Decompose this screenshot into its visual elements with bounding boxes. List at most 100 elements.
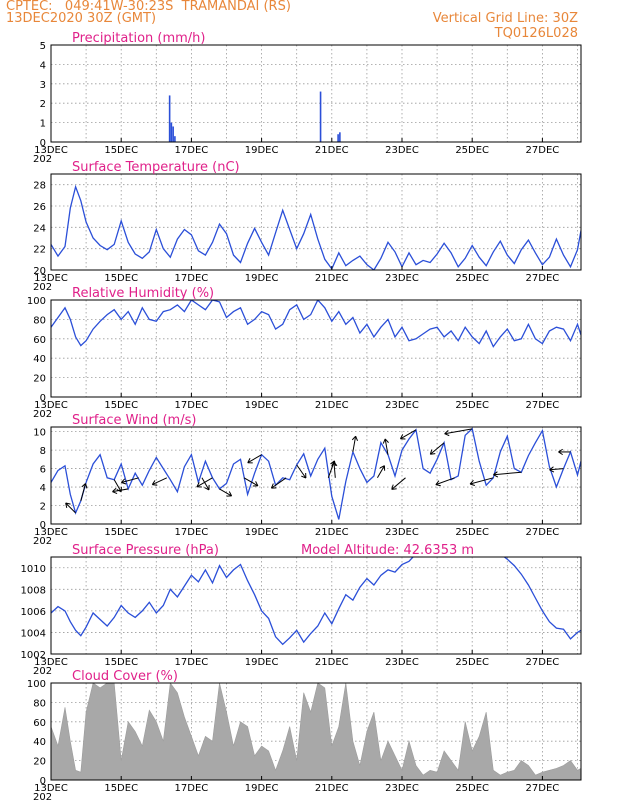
wind-arrow-head [558, 448, 563, 456]
temp-title: Surface Temperature (nC) [72, 160, 240, 175]
rh-date-label: 15DEC [104, 400, 138, 411]
wind-arrow-shaft [391, 477, 406, 490]
precip-bar [174, 136, 176, 142]
wind-date-label: 19DEC [245, 527, 279, 538]
cloud-ytick: 0 [40, 776, 46, 787]
rh-date-label: 25DEC [455, 400, 489, 411]
wind-arrow-head [252, 481, 259, 487]
wind-arrow-head [379, 465, 386, 471]
pres-date-label: 25DEC [455, 657, 489, 668]
precip-date-label: 25DEC [455, 145, 489, 156]
rh-series-line [51, 300, 581, 348]
temp-ytick: 26 [33, 202, 46, 213]
wind-arrow-head [331, 461, 338, 467]
wind-arrow-shaft [243, 477, 259, 487]
rh-date-label: 21DEC [315, 400, 349, 411]
cloud-ytick: 100 [27, 679, 46, 690]
rh-ytick: 100 [27, 296, 46, 307]
precip-ytick: 2 [40, 99, 46, 110]
wind-arrow-shaft [247, 454, 262, 464]
wind-arrow-shaft [65, 502, 76, 514]
cloud-date-label: 27DEC [526, 783, 560, 794]
wind-arrow-shaft [112, 488, 129, 493]
wind-ytick: 10 [33, 428, 46, 439]
wind-arrow-shaft [352, 436, 357, 453]
precip-ytick: 1 [40, 119, 46, 130]
wind-arrow-head [112, 487, 118, 495]
wind-date-label: 17DEC [175, 527, 209, 538]
temp-ytick: 20 [33, 266, 46, 277]
wind-date-label: 23DEC [385, 527, 419, 538]
wind-date-label: 15DEC [104, 527, 138, 538]
precip-ytick: 5 [40, 41, 46, 52]
temp-year-label: 202 [33, 282, 52, 293]
wind-arrow-shaft [333, 461, 336, 478]
temp-ytick: 24 [33, 223, 46, 234]
wind-arrow-shaft [435, 477, 455, 486]
precip-bar [339, 132, 341, 142]
wind-arrow-head [493, 471, 499, 478]
wind-arrow-shaft [469, 477, 494, 485]
wind-arrow-shaft [296, 464, 307, 479]
wind-arrow-shaft [493, 471, 522, 476]
cloud-ytick: 40 [33, 737, 46, 748]
rh-ytick: 0 [40, 393, 46, 404]
precip-ytick: 0 [40, 138, 46, 149]
model-code: TQ0126L028 [494, 26, 578, 41]
cloud-frame [50, 682, 582, 781]
cloud-date-label: 19DEC [245, 783, 279, 794]
cloud-ytick: 60 [33, 718, 46, 729]
wind-arrow-head [196, 482, 202, 488]
pres-date-label: 21DEC [315, 657, 349, 668]
wind-ytick: 6 [40, 465, 46, 476]
pres-ytick: 1006 [21, 607, 46, 618]
wind-arrow-shaft [196, 477, 213, 488]
wind-arrow-head [469, 480, 475, 486]
rh-date-label: 27DEC [526, 400, 560, 411]
rh-frame [50, 299, 582, 398]
temp-date-label: 27DEC [526, 273, 560, 284]
wind-panel: 0 2 4 6 8 10 13DEC 15DEC 17DEC 19DEC 21DEC 23DEC 25D… [33, 413, 582, 547]
wind-arrow-shaft [430, 442, 445, 455]
rh-date-label: 13DEC [34, 400, 68, 411]
wind-arrow-shaft [201, 477, 210, 491]
wind-arrow-shaft [271, 477, 287, 489]
precip-bar [337, 134, 339, 142]
precip-bar [172, 126, 174, 142]
wind-ytick: 2 [40, 502, 46, 513]
wind-arrow-head [351, 435, 359, 441]
wind-arrow-shaft [444, 428, 473, 435]
pres-date-label: 13DEC [34, 657, 68, 668]
cloud-title: Cloud Cover (%) [72, 669, 178, 684]
wind-arrow-head [247, 458, 253, 464]
temp-date-label: 17DEC [175, 273, 209, 284]
cloud-panel: 0 20 40 60 80 100 13DEC 15DEC 17DEC 19DEC 21DEC 23D… [27, 669, 582, 800]
wind-arrow-head [204, 484, 210, 491]
pres-series-line [51, 557, 581, 646]
wind-arrow-head [120, 478, 127, 485]
precip-bar [319, 91, 322, 142]
precip-ytick: 3 [40, 80, 46, 91]
pres-panel: 1002 1004 1006 1008 1010 13DEC 15DEC 17DEC 19DEC… [21, 543, 582, 677]
cloud-date-label: 13DEC [34, 783, 68, 794]
pres-title: Surface Pressure (hPa) [72, 543, 219, 558]
wind-date-label: 21DEC [315, 527, 349, 538]
rh-ytick: 40 [33, 354, 46, 365]
wind-ytick: 4 [40, 483, 46, 494]
rh-ytick: 80 [33, 315, 46, 326]
wind-date-label: 27DEC [526, 527, 560, 538]
wind-arrow-shaft [549, 468, 564, 471]
precip-date-label: 23DEC [385, 145, 419, 156]
wind-arrow-shaft [113, 479, 122, 493]
wind-arrow-head [549, 466, 555, 473]
temp-ytick: 22 [33, 245, 46, 256]
wind-arrow-shaft [121, 477, 139, 483]
wind-arrow-head [429, 449, 436, 455]
cloud-date-label: 23DEC [385, 783, 419, 794]
precip-frame [50, 44, 582, 143]
wind-arrow-shaft [400, 429, 417, 440]
pres-ytick: 1004 [21, 628, 46, 639]
wind-arrow-shaft [219, 488, 232, 497]
pres-date-label: 19DEC [245, 657, 279, 668]
rh-year-label: 202 [33, 409, 52, 420]
